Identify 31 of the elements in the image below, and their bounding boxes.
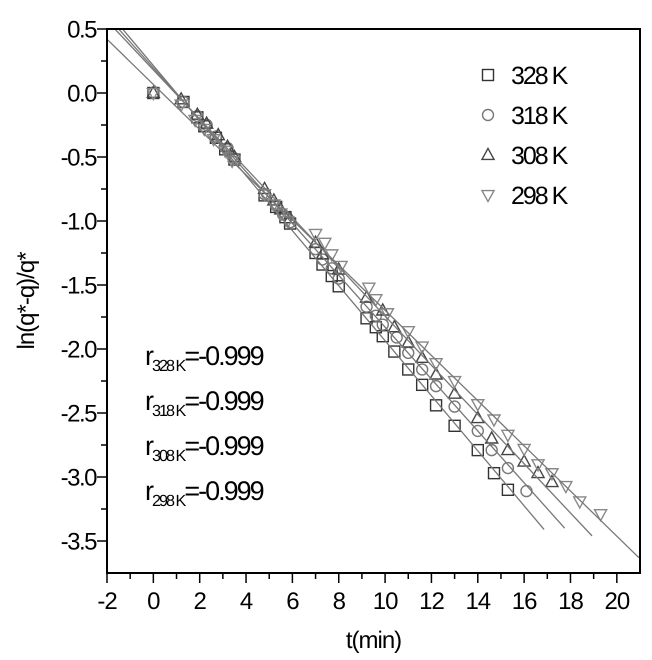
y-tick-label: -1.5 — [60, 272, 98, 300]
x-tick-label: 20 — [604, 588, 630, 615]
x-tick-label: 14 — [465, 588, 491, 615]
y-tick-label: -3.0 — [60, 464, 98, 492]
y-axis-title: ln(q*-q)/q* — [13, 252, 40, 350]
y-tick-label: 0.5 — [67, 16, 98, 44]
y-tick-label: -2.5 — [60, 400, 98, 428]
x-axis-title: t(min) — [346, 627, 402, 654]
x-tick-label: 18 — [558, 588, 584, 615]
y-tick-label: -1.0 — [60, 208, 98, 236]
annotation: r$_{298 K}$=-0.999 — [145, 476, 264, 510]
annotation: r$_{318 K}$=-0.999 — [145, 386, 264, 420]
y-tick-label: 0.0 — [67, 80, 98, 108]
x-tick-label: -2 — [97, 588, 118, 615]
legend-label: 318 K — [511, 102, 569, 130]
y-tick-label: -2.0 — [60, 336, 98, 364]
x-tick-label: 2 — [194, 588, 207, 615]
x-tick-label: 6 — [286, 588, 300, 615]
y-tick-label: -3.5 — [60, 528, 98, 556]
x-tick-label: 4 — [240, 588, 253, 615]
annotation: r$_{308 K}$=-0.999 — [145, 431, 264, 466]
x-tick-label: 10 — [372, 588, 398, 615]
y-tick-label: -0.5 — [60, 144, 98, 172]
x-tick-label: 8 — [332, 588, 346, 615]
legend-label: 298 K — [511, 182, 569, 210]
legend-label: 328 K — [511, 62, 569, 90]
x-tick-label: 0 — [147, 588, 160, 615]
x-tick-label: 12 — [419, 588, 444, 615]
legend-label: 308 K — [511, 142, 569, 170]
annotation: r$_{328 K}$=-0.999 — [145, 341, 264, 376]
x-tick-label: 16 — [512, 588, 538, 615]
